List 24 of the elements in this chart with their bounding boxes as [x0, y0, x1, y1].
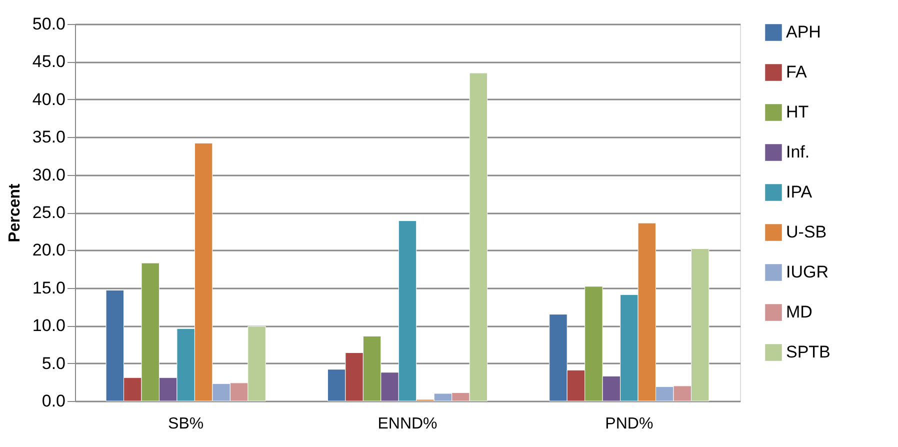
legend-label: MD — [786, 302, 812, 322]
y-tick-label: 35.0 — [32, 128, 66, 147]
legend-label: FA — [786, 62, 808, 82]
y-tick-label: 40.0 — [32, 90, 66, 109]
legend-label: HT — [786, 102, 809, 122]
y-axis-title: Percent — [6, 182, 24, 242]
y-tick-label: 25.0 — [32, 203, 66, 222]
legend-label: IUGR — [786, 262, 828, 282]
legend-label: SPTB — [786, 342, 830, 362]
legend-label: IPA — [786, 182, 813, 202]
y-tick-label: 15.0 — [32, 278, 66, 298]
y-tick-label: 10.0 — [32, 316, 66, 336]
x-tick-label: ENND% — [378, 416, 438, 432]
y-tick-label: 20.0 — [32, 240, 66, 260]
y-tick-label: 0.0 — [42, 392, 66, 410]
y-tick-label: 5.0 — [42, 354, 66, 373]
legend-label: APH — [786, 22, 821, 42]
legend-label: Inf. — [786, 142, 810, 162]
y-tick-label: 30.0 — [32, 165, 66, 184]
y-tick-label: 45.0 — [32, 52, 66, 72]
x-tick-label: PND% — [605, 416, 654, 432]
legend-label: U-SB — [786, 222, 827, 242]
y-tick-label: 50.0 — [32, 14, 66, 34]
x-tick-label: SB% — [168, 416, 204, 432]
